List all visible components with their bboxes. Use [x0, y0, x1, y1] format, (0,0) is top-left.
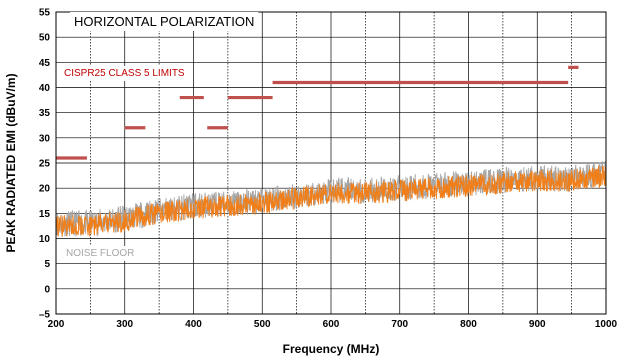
plot-frame [55, 11, 607, 315]
y-tick-label: 20 [39, 184, 51, 195]
x-tick-label: 500 [254, 319, 271, 330]
y-tick-label: 55 [39, 8, 51, 19]
noise-floor-label-box [62, 246, 139, 261]
y-tick-label: 25 [39, 159, 51, 170]
y-tick-label: 40 [39, 83, 51, 94]
y-tick-label: 5 [44, 259, 50, 270]
limits-label: CISPR25 CLASS 5 LIMITS [64, 68, 185, 79]
x-axis-title: Frequency (MHz) [283, 342, 380, 356]
y-tick-label: 0 [44, 284, 50, 295]
y-tick-label: –5 [39, 310, 51, 321]
limits-label-box [60, 66, 189, 81]
noise-floor-label: NOISE FLOOR [66, 248, 134, 259]
limit-layer [56, 65, 579, 160]
y-tick-label: 35 [39, 108, 51, 119]
y-axis-title: PEAK RADIATED EMI (dBuV/m) [4, 73, 18, 252]
x-tick-label: 600 [323, 319, 340, 330]
grid-layer [55, 11, 606, 315]
x-tick-label: 400 [185, 319, 202, 330]
y-tick-label: 30 [39, 133, 51, 144]
x-tick-label: 800 [460, 319, 477, 330]
polarization-label-box [70, 12, 259, 31]
tick-layer: –5 0 5 10 15 20 25 30 35 40 45 50 55 200 300 400 500 600 7… [39, 8, 617, 331]
x-tick-label: 900 [529, 319, 546, 330]
noise-series-trace [55, 165, 607, 237]
x-tick-label: 700 [391, 319, 408, 330]
y-tick-label: 50 [39, 33, 51, 44]
y-tick-label: 10 [39, 234, 51, 245]
x-tick-label: 200 [48, 319, 65, 330]
y-tick-label: 45 [39, 58, 51, 69]
y-tick-label: 15 [39, 209, 51, 220]
x-tick-label: 300 [116, 319, 133, 330]
polarization-label: HORIZONTAL POLARIZATION [74, 14, 254, 29]
noise-layer [55, 160, 607, 238]
x-tick-label: 1000 [595, 319, 617, 330]
